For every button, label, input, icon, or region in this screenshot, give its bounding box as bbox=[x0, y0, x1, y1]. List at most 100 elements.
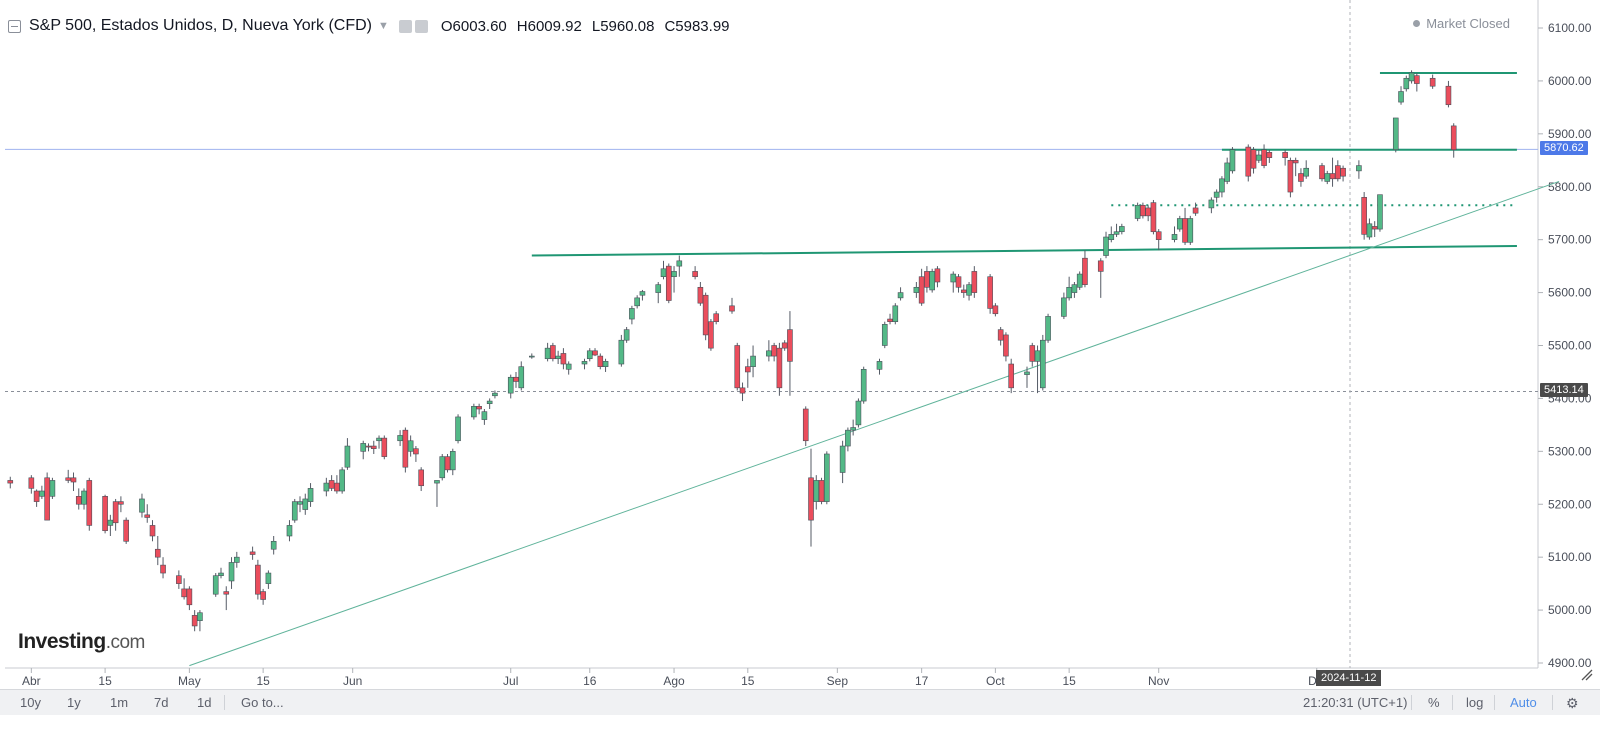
candle-up bbox=[439, 456, 446, 479]
candle-up bbox=[950, 273, 957, 283]
candle-up bbox=[233, 556, 240, 563]
candle-down bbox=[65, 477, 72, 481]
chart-canvas[interactable]: 6100.00 6000.00 5900.00 5800.00 5700.00 5600.… bbox=[0, 0, 1600, 689]
y-tick-label: 5500.00 bbox=[1548, 339, 1592, 353]
candle-down bbox=[808, 477, 814, 521]
x-tick-label: 15 bbox=[1062, 674, 1076, 688]
candle-up bbox=[913, 286, 920, 293]
candle-up bbox=[655, 284, 662, 293]
candle-up bbox=[218, 572, 224, 576]
candle-up bbox=[1045, 316, 1051, 341]
candle-up bbox=[581, 361, 588, 365]
resize-icon[interactable] bbox=[1580, 668, 1594, 682]
candle-up bbox=[1024, 371, 1030, 375]
candle-up bbox=[1366, 223, 1373, 238]
candle-up bbox=[376, 437, 382, 442]
range-1d-button[interactable]: 1d bbox=[197, 695, 212, 710]
candle-down bbox=[402, 429, 409, 468]
range-1m-button[interactable]: 1m bbox=[110, 695, 129, 710]
candle-up bbox=[1119, 226, 1125, 233]
toolbar-divider bbox=[224, 695, 225, 710]
candle-up bbox=[507, 376, 514, 394]
candle-down bbox=[160, 564, 166, 574]
y-tick-label: 6000.00 bbox=[1548, 74, 1592, 88]
candle-down bbox=[1082, 257, 1088, 285]
candle-down bbox=[1329, 173, 1336, 180]
candle-up bbox=[1187, 218, 1194, 243]
candle-up bbox=[1108, 234, 1115, 240]
candle-up bbox=[897, 292, 904, 299]
y-tick-label: 5900.00 bbox=[1548, 127, 1592, 141]
candle-down bbox=[781, 342, 788, 349]
candle-down bbox=[149, 525, 156, 537]
candle-up bbox=[81, 490, 87, 505]
candle-up bbox=[49, 480, 56, 497]
candle-down bbox=[987, 276, 993, 309]
y-tick-label: 5300.00 bbox=[1548, 444, 1592, 458]
candle-down bbox=[1298, 173, 1304, 182]
candle-up bbox=[481, 411, 488, 420]
symbol-title[interactable]: S&P 500, Estados Unidos, D, Nueva York (… bbox=[29, 17, 372, 34]
collapse-icon[interactable] bbox=[8, 19, 21, 33]
chart-legend: S&P 500, Estados Unidos, D, Nueva York (… bbox=[8, 14, 730, 38]
percent-toggle[interactable]: % bbox=[1428, 695, 1440, 710]
clock-readout[interactable]: 21:20:31 (UTC+1) bbox=[1303, 695, 1408, 710]
candle-down bbox=[249, 551, 256, 555]
chevron-down-icon[interactable]: ▼ bbox=[377, 20, 389, 32]
candle-up bbox=[471, 406, 477, 418]
candle-up bbox=[1071, 284, 1078, 293]
toolbar-divider bbox=[1552, 695, 1553, 710]
settings-gear-icon[interactable]: ⚙ bbox=[1566, 695, 1579, 711]
candle-up bbox=[344, 445, 351, 468]
candle-down bbox=[370, 445, 377, 449]
candle-down bbox=[708, 321, 714, 349]
candle-up bbox=[228, 562, 235, 582]
candle-up bbox=[518, 366, 525, 389]
candle-down bbox=[992, 305, 999, 315]
candle-up bbox=[1176, 218, 1183, 230]
log-toggle[interactable]: log bbox=[1466, 695, 1484, 710]
crosshair-price-tag: 5413.14 bbox=[1540, 383, 1588, 398]
candle-up bbox=[966, 284, 972, 296]
settings-icon[interactable] bbox=[398, 19, 412, 33]
candle-up bbox=[602, 361, 609, 367]
candle-up bbox=[839, 445, 846, 473]
candle-down bbox=[1250, 149, 1257, 169]
x-tick-label: 15 bbox=[741, 674, 755, 688]
candle-down bbox=[418, 469, 424, 487]
goto-button[interactable]: Go to... bbox=[241, 695, 284, 710]
candle-up bbox=[1034, 350, 1041, 362]
candle-down bbox=[1145, 207, 1151, 217]
gear-icon[interactable] bbox=[414, 19, 428, 33]
y-tick-label: 5600.00 bbox=[1548, 286, 1592, 300]
candle-down bbox=[144, 514, 151, 518]
candle-up bbox=[676, 260, 683, 267]
y-tick-label: 5800.00 bbox=[1548, 180, 1592, 194]
trendline bbox=[531, 245, 1517, 257]
candle-down bbox=[1008, 363, 1014, 389]
candle-up bbox=[1303, 167, 1310, 177]
range-7d-button[interactable]: 7d bbox=[154, 695, 169, 710]
candle-up bbox=[660, 268, 667, 278]
candle-down bbox=[1340, 167, 1346, 177]
x-tick-label: Jul bbox=[503, 674, 518, 688]
candle-down bbox=[1450, 125, 1457, 151]
candle-down bbox=[1445, 85, 1452, 106]
ohlc-low: L5960.08 bbox=[591, 17, 655, 35]
auto-scale-toggle[interactable]: Auto bbox=[1510, 695, 1537, 710]
candle-up bbox=[618, 339, 625, 365]
candle-down bbox=[744, 366, 751, 373]
candle-down bbox=[176, 575, 182, 584]
x-tick-label: 15 bbox=[98, 674, 112, 688]
candle-up bbox=[1403, 77, 1410, 90]
candle-down bbox=[734, 345, 741, 389]
candle-up bbox=[813, 480, 820, 502]
candle-up bbox=[639, 291, 646, 296]
candle-up bbox=[407, 440, 414, 452]
range-1y-button[interactable]: 1y bbox=[67, 695, 81, 710]
candle-up bbox=[586, 350, 593, 360]
bottom-toolbar: 10y 1y 1m 7d 1d Go to... 21:20:31 (UTC+1… bbox=[0, 689, 1600, 715]
candle-up bbox=[671, 271, 677, 278]
range-10y-button[interactable]: 10y bbox=[20, 695, 41, 710]
candle-up bbox=[212, 575, 219, 595]
